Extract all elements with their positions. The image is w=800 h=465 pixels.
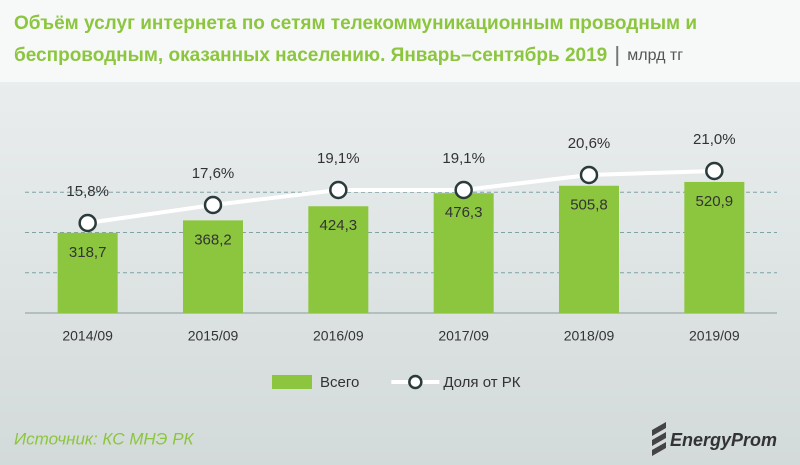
bar <box>559 185 619 313</box>
line <box>87 169 715 225</box>
line-point <box>329 180 348 200</box>
bar <box>433 193 494 313</box>
data-label: 520,9 <box>696 193 734 210</box>
data-label: 19,1% <box>442 150 485 167</box>
logo: EnergyProm <box>652 422 777 456</box>
chart-title: Объём услуг интернета по сетям телекомму… <box>14 13 697 34</box>
line-point <box>579 165 599 185</box>
line-point <box>203 195 223 215</box>
header-background <box>0 0 800 82</box>
legend-label: Доля от РК <box>443 374 520 391</box>
data-label: 17,6% <box>192 165 235 182</box>
data-label: 21,0% <box>693 131 736 148</box>
x-tick-label: 2019/09 <box>689 328 740 344</box>
x-tick-label: 2017/09 <box>438 328 489 344</box>
bar <box>308 206 369 313</box>
data-label: 424,3 <box>320 217 358 234</box>
line-point <box>78 213 97 233</box>
logo-text: EnergyProm <box>670 430 777 450</box>
source: Источник: КС МНЭ РК <box>14 429 195 448</box>
legend-label: Всего <box>320 374 359 391</box>
data-label: 15,8% <box>66 183 109 200</box>
data-label: 19,1% <box>317 150 360 167</box>
x-tick-label: 2016/09 <box>313 328 364 344</box>
x-tick-label: 2014/09 <box>62 328 113 344</box>
logo-icon <box>652 422 666 456</box>
x-tick-label: 2018/09 <box>564 328 615 344</box>
bar <box>57 232 118 313</box>
data-label: 318,7 <box>69 244 107 261</box>
bar <box>183 220 243 313</box>
legend-swatch <box>408 374 423 390</box>
x-tick-label: 2015/09 <box>188 328 239 344</box>
data-label: 476,3 <box>445 204 483 221</box>
data-label: 505,8 <box>570 197 608 214</box>
line-point <box>705 161 724 181</box>
bar <box>684 181 745 313</box>
data-label: 368,2 <box>194 231 232 248</box>
unit-label: млрд тг <box>627 47 683 64</box>
data-label: 20,6% <box>568 135 611 152</box>
legend-swatch <box>272 375 312 389</box>
line-point <box>454 180 473 200</box>
chart-title: беспроводным, оказанных населению. Январ… <box>14 45 607 66</box>
